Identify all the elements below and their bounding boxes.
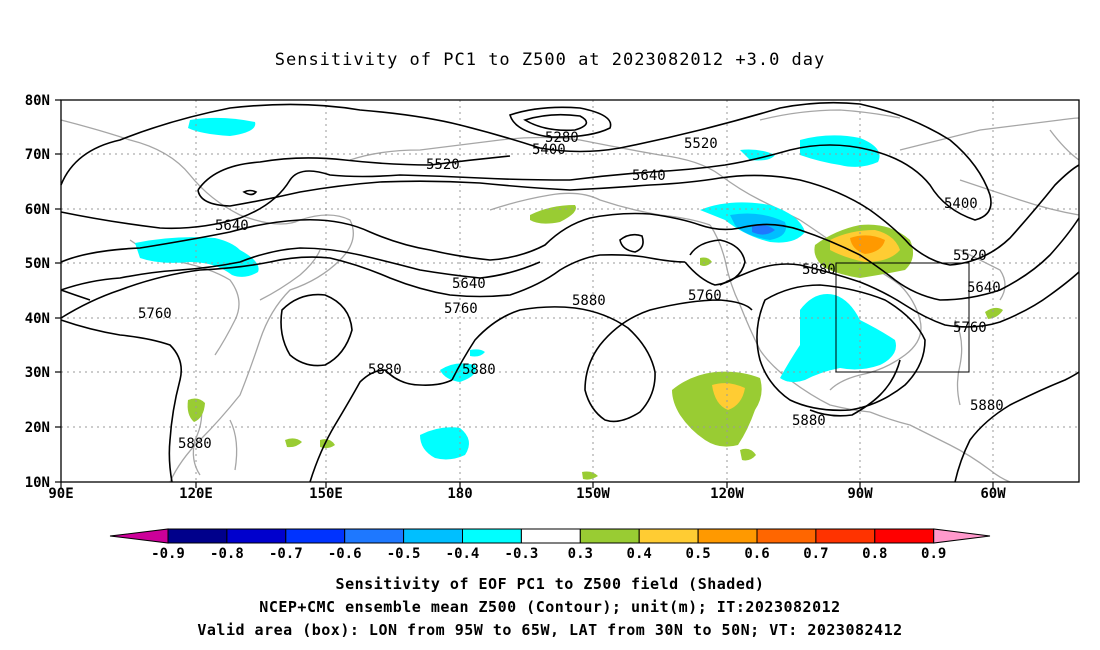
contour-label: 5280 — [545, 130, 579, 146]
latitude-labels: 80N 70N 60N 50N 40N 30N 20N 10N — [25, 93, 50, 491]
colorbar-label: 0.3 — [568, 546, 593, 562]
colorbar-label: -0.4 — [446, 546, 480, 562]
contour-label: 5880 — [802, 262, 836, 278]
colorbar-box — [874, 528, 935, 544]
colorbar-box — [462, 528, 522, 544]
contour-label: 5880 — [970, 398, 1004, 414]
colorbar-box — [520, 528, 581, 544]
colorbar-label: -0.5 — [387, 546, 421, 562]
colorbar-box — [579, 528, 640, 544]
contour-label: 5520 — [426, 157, 460, 173]
contour-label: 5760 — [138, 306, 172, 322]
lat-label: 50N — [25, 256, 50, 272]
sensitivity-map: 5280 5400 5520 5520 5640 5640 5640 5760 … — [25, 93, 1080, 502]
caption-valid-area: Valid area (box): LON from 95W to 65W, L… — [197, 621, 903, 639]
contour-label: 5400 — [944, 196, 978, 212]
contour-labels: 5280 5400 5520 5520 5640 5640 5640 5760 … — [138, 130, 1004, 452]
lon-label: 120E — [179, 486, 213, 502]
contour-label: 5640 — [632, 168, 666, 184]
colorbar-label: -0.8 — [210, 546, 244, 562]
lat-label: 60N — [25, 202, 50, 218]
colorbar-box — [403, 528, 464, 544]
colorbar-label: 0.5 — [685, 546, 710, 562]
lat-label: 40N — [25, 311, 50, 327]
lon-label: 60W — [980, 486, 1006, 502]
lon-label: 90W — [847, 486, 873, 502]
colorbar-box — [815, 528, 876, 544]
colorbar-label: 0.4 — [627, 546, 652, 562]
colorbar-lower-arrow — [109, 528, 169, 544]
z500-contours — [60, 101, 1080, 483]
colorbar-label: -0.3 — [505, 546, 539, 562]
contour-label: 5760 — [953, 320, 987, 336]
contour-label: 5880 — [572, 293, 606, 309]
colorbar-label: 0.8 — [862, 546, 887, 562]
colorbar-label: 0.7 — [803, 546, 828, 562]
contour-label: 5880 — [792, 413, 826, 429]
colorbar-label: -0.7 — [269, 546, 303, 562]
lon-label: 120W — [710, 486, 744, 502]
caption-contour: NCEP+CMC ensemble mean Z500 (Contour); u… — [259, 598, 841, 616]
map-background — [61, 100, 1079, 482]
contour-label: 5760 — [688, 288, 722, 304]
colorbar: -0.9 -0.8 -0.7 -0.6 -0.5 -0.4 -0.3 0.3 0.4 0.5 0.6… — [109, 528, 991, 562]
valid-area-box — [835, 262, 970, 373]
lon-label: 90E — [48, 486, 73, 502]
colorbar-label: -0.6 — [328, 546, 362, 562]
colorbar-label: 0.9 — [921, 546, 946, 562]
colorbar-box — [167, 528, 228, 544]
lat-label: 70N — [25, 147, 50, 163]
colorbar-box — [697, 528, 758, 544]
colorbar-box — [226, 528, 287, 544]
lon-label: 150E — [309, 486, 343, 502]
tick-marks — [55, 99, 994, 488]
colorbar-labels: -0.9 -0.8 -0.7 -0.6 -0.5 -0.4 -0.3 0.3 0.4 0.5 0.6… — [151, 546, 946, 562]
map-frame — [60, 99, 1080, 483]
colorbar-boxes — [109, 528, 991, 544]
colorbar-box — [638, 528, 699, 544]
lon-label: 150W — [576, 486, 610, 502]
contour-label: 5520 — [953, 248, 987, 264]
longitude-labels: 90E 120E 150E 180 150W 120W 90W 60W — [48, 486, 1006, 502]
colorbar-box — [344, 528, 405, 544]
lat-label: 10N — [25, 475, 50, 491]
contour-label: 5640 — [967, 280, 1001, 296]
contour-label: 5760 — [444, 301, 478, 317]
contour-label: 5400 — [532, 142, 566, 158]
contour-label: 5640 — [452, 276, 486, 292]
contour-label: 5880 — [178, 436, 212, 452]
colorbar-box — [756, 528, 817, 544]
colorbar-box — [285, 528, 346, 544]
map-title: Sensitivity of PC1 to Z500 at 2023082012… — [274, 50, 826, 70]
lat-label: 80N — [25, 93, 50, 109]
colorbar-label: 0.6 — [744, 546, 769, 562]
lon-label: 180 — [447, 486, 472, 502]
colorbar-label: -0.9 — [151, 546, 185, 562]
contour-label: 5880 — [368, 362, 402, 378]
colorbar-upper-arrow — [933, 528, 991, 544]
lat-label: 20N — [25, 420, 50, 436]
lat-label: 30N — [25, 365, 50, 381]
caption-shading: Sensitivity of EOF PC1 to Z500 field (Sh… — [335, 575, 765, 593]
contour-label: 5520 — [684, 136, 718, 152]
contour-label: 5880 — [462, 362, 496, 378]
contour-label: 5640 — [215, 218, 249, 234]
